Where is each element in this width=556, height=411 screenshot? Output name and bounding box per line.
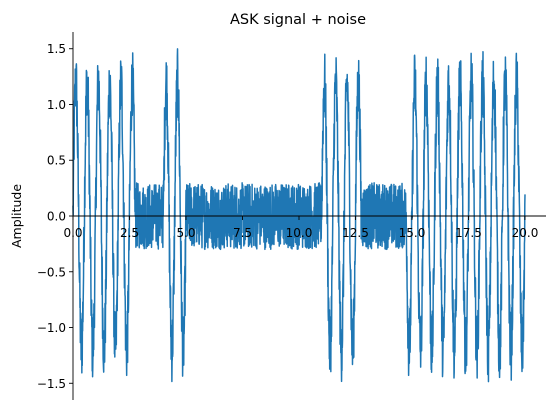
y-ticks: 1.5 1.0 0.5 0.0 −0.5 −1.0 −1.5 <box>37 42 73 391</box>
y-tick-label: 1.5 <box>47 42 66 56</box>
y-tick-label: 0.0 <box>47 210 66 224</box>
signal-series <box>72 48 526 383</box>
x-tick-label: 20.0 <box>512 226 539 240</box>
x-tick-label: 15.0 <box>399 226 426 240</box>
y-tick-label: −0.5 <box>37 265 66 279</box>
chart-title: ASK signal + noise <box>230 12 366 28</box>
signal-line <box>72 48 526 383</box>
y-tick-label: 0.5 <box>47 154 66 168</box>
x-tick-label: 17.5 <box>455 226 482 240</box>
x-ticks: 0.0 2.5 5.0 7.5 10.0 12.5 15.0 17.5 20.0 <box>63 216 538 240</box>
y-tick-label: 1.0 <box>47 98 66 112</box>
x-tick-label: 12.5 <box>342 226 369 240</box>
x-tick-label: 5.0 <box>176 226 195 240</box>
x-tick-label: 0.0 <box>63 226 82 240</box>
x-tick-label: 2.5 <box>120 226 139 240</box>
y-axis-label: Amplitude <box>9 184 24 248</box>
y-tick-label: −1.5 <box>37 377 66 391</box>
x-tick-label: 10.0 <box>286 226 313 240</box>
x-tick-label: 7.5 <box>233 226 252 240</box>
y-tick-label: −1.0 <box>37 321 66 335</box>
